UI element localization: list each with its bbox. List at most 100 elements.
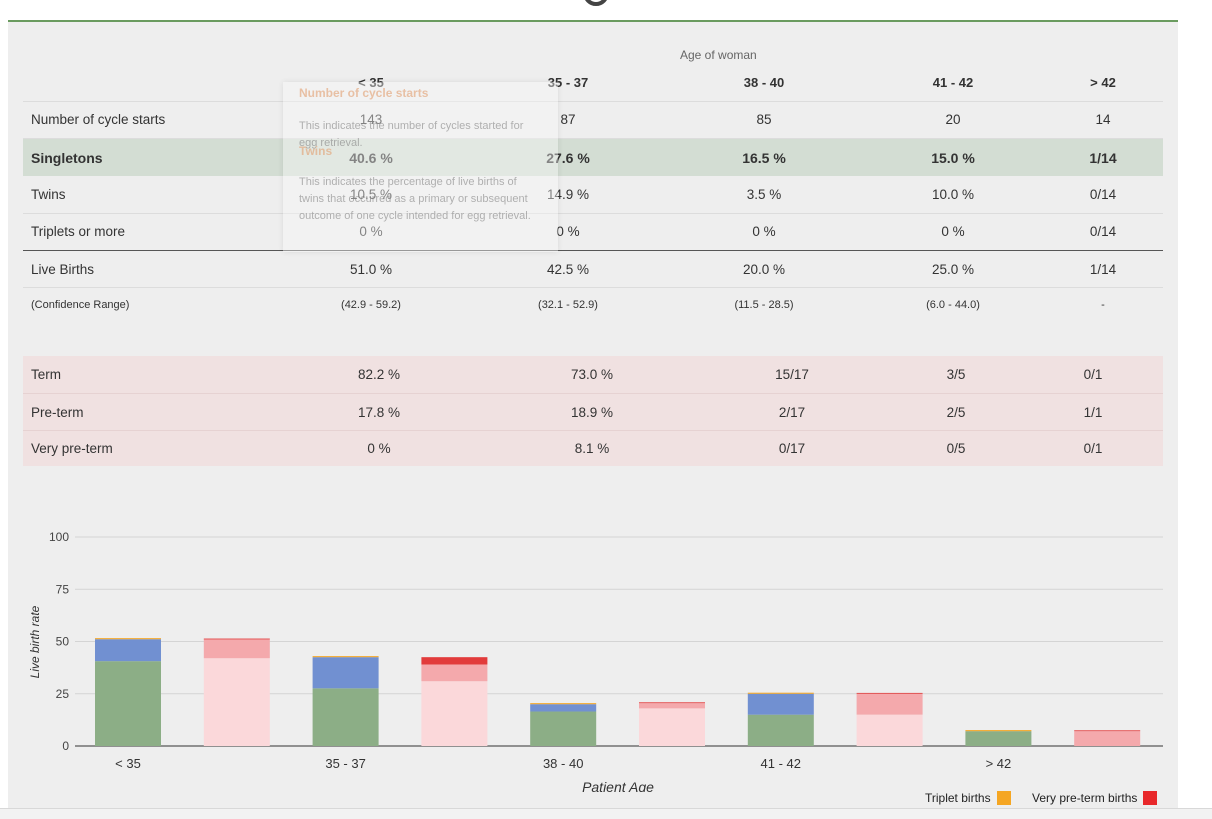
bar-segment [747, 714, 814, 746]
table-cell: 0/14 [1089, 224, 1117, 239]
legend-swatch [1143, 791, 1158, 805]
table-cell: (32.1 - 52.9) [538, 299, 598, 311]
table-cell: 3/5 [946, 367, 966, 382]
table-cell: 10.0 % [931, 187, 975, 202]
bar-segment [639, 708, 705, 746]
y-tick-label: 75 [56, 582, 70, 596]
legend-swatch [996, 791, 1011, 805]
table-cell: 20.0 % [742, 261, 786, 277]
y-axis-label: Live birth rate [28, 605, 42, 678]
table-cell: 15/17 [775, 367, 809, 382]
table-cell: 82.2 % [357, 367, 401, 382]
age-column-header-row: < 35 35 - 37 38 - 40 41 - 42 > 42 [23, 64, 1163, 102]
live-birth-rate-chart: 0 25 50 75 100 Live birth rate Patient Age < 35… [28, 530, 1163, 792]
table-cell: 73.0 % [570, 367, 614, 382]
table-cell: 0 % [367, 441, 391, 456]
bar-segment [95, 661, 161, 746]
y-tick-label: 100 [49, 530, 69, 544]
row-label: Live Births [31, 261, 95, 277]
y-tick-label: 0 [62, 739, 69, 753]
table-cell: - [1101, 299, 1105, 311]
column-header-gt42: > 42 [1090, 75, 1116, 90]
table-row-pre-term: Pre-term 17.8 % 18.9 % 2/17 2/5 1/1 [23, 394, 1163, 431]
table-cell: 17.8 % [357, 404, 401, 420]
table-cell: 87 [560, 112, 576, 127]
table-cell: 0 % [556, 224, 580, 239]
table-cell: (11.5 - 28.5) [734, 299, 794, 311]
row-label: Pre-term [31, 404, 84, 420]
bar-segment [312, 688, 379, 746]
row-label: Term [31, 367, 61, 382]
bar-segment [312, 656, 379, 658]
table-cell: 3.5 % [746, 187, 782, 202]
x-tick-label: 35 - 37 [325, 756, 365, 771]
column-header-38-40: 38 - 40 [743, 75, 785, 90]
page-heading-fragment [583, 0, 609, 6]
table-row-confidence-range: (Confidence Range) (42.9 - 59.2) (32.1 -… [23, 288, 1163, 322]
bar-segment [203, 639, 270, 659]
column-header-lt35: < 35 [358, 75, 384, 90]
table-cell: 25.0 % [931, 261, 975, 277]
bar-segment [965, 731, 1032, 746]
bar-segment [95, 639, 161, 662]
bar-segment [203, 658, 270, 746]
bar-segment [747, 692, 814, 694]
row-label: Singletons [31, 149, 103, 166]
table-cell: 1/14 [1089, 261, 1117, 277]
legend-item-triplet-births: Triplet births [925, 791, 1011, 805]
table-cell: 14.9 % [546, 187, 590, 202]
table-cell: 0 % [752, 224, 776, 239]
table-row-live-births: Live Births 51.0 % 42.5 % 20.0 % 25.0 % … [23, 251, 1163, 288]
table-cell: (6.0 - 44.0) [926, 299, 980, 311]
bar-segment [95, 638, 161, 640]
x-axis-label: Patient Age [582, 779, 654, 792]
bar-segment [639, 703, 705, 709]
table-cell: 0/1 [1083, 441, 1103, 456]
table-cell: 0 % [359, 224, 383, 239]
table-cell: 0/1 [1083, 367, 1103, 382]
table-row-singletons: Singletons 40.6 % 27.6 % 16.5 % 15.0 % 1… [23, 139, 1163, 176]
bar-segment [421, 657, 488, 665]
legend-label: Very pre-term births [1032, 791, 1138, 805]
bar-segment [856, 692, 923, 694]
row-label: Very pre-term [31, 441, 113, 456]
bar-segment [421, 681, 488, 746]
table-cell: 1/14 [1089, 149, 1117, 166]
table-cell: 10.5 % [349, 187, 393, 202]
table-cell: 2/5 [946, 404, 966, 420]
table-cell: (42.9 - 59.2) [341, 299, 401, 311]
table-row-triplets: Triplets or more 0 % 0 % 0 % 0 % 0/14 [23, 213, 1163, 251]
row-label: Number of cycle starts [31, 112, 166, 127]
table-cell: 0/17 [778, 441, 806, 456]
bar-segment [965, 730, 1032, 732]
row-label: Twins [31, 187, 66, 202]
table-cell: 16.5 % [742, 149, 786, 166]
x-tick-label: 38 - 40 [543, 756, 583, 771]
bar-segment [312, 657, 379, 689]
table-row-twins: Twins 10.5 % 14.9 % 3.5 % 10.0 % 0/14 [23, 176, 1163, 214]
x-tick-label: 41 - 42 [761, 756, 801, 771]
row-label: (Confidence Range) [31, 299, 130, 311]
clinic-results-panel: Age of woman < 35 35 - 37 38 - 40 41 - 4… [8, 20, 1178, 812]
y-tick-label: 25 [56, 687, 70, 701]
bar-segment [639, 702, 705, 704]
table-cell: 15.0 % [931, 149, 975, 166]
table-cell: 1/1 [1083, 404, 1103, 420]
table-cell: 51.0 % [349, 261, 393, 277]
table-cell: 2/17 [778, 404, 806, 420]
column-header-35-37: 35 - 37 [547, 75, 589, 90]
table-cell: 8.1 % [574, 441, 610, 456]
legend-item-very-pre-term-births: Very pre-term births [1032, 791, 1158, 805]
table-row-very-pre-term: Very pre-term 0 % 8.1 % 0/17 0/5 0/1 [23, 431, 1163, 466]
age-header-label: Age of woman [680, 48, 757, 62]
table-cell: 42.5 % [546, 261, 590, 277]
bar-segment [530, 703, 597, 705]
bar-segment [856, 714, 923, 746]
bar-segment [1074, 731, 1141, 746]
status-strip [0, 808, 1212, 819]
table-cell: 143 [359, 112, 383, 127]
x-tick-label: < 35 [115, 756, 141, 771]
bar-segment [530, 711, 597, 746]
table-row-cycle-starts: Number of cycle starts 143 87 85 20 14 [23, 101, 1163, 139]
table-cell: 27.6 % [546, 149, 590, 166]
